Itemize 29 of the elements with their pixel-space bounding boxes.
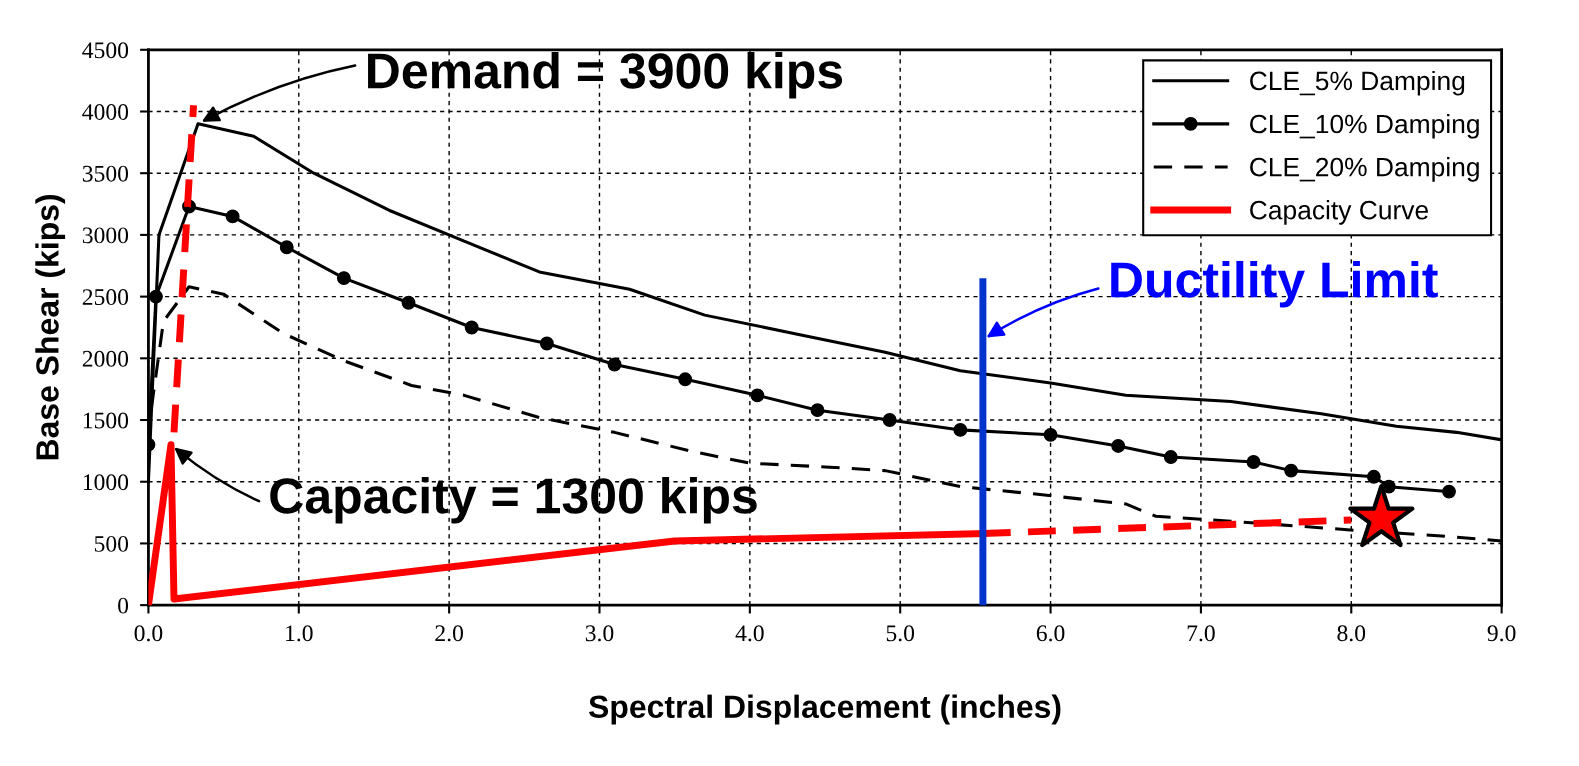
annotation: Capacity = 1300 kips: [270, 476, 757, 524]
y-tick-label: 0: [118, 597, 129, 614]
y-tick-label: 4500: [82, 42, 129, 59]
legend-label: CLE_20% Damping: [1250, 157, 1479, 182]
y-axis-title: Base Shear (kips): [35, 195, 66, 460]
y-tick-label: 3500: [82, 165, 129, 182]
x-tick-label: 8.0: [1337, 625, 1366, 642]
x-tick-label: 2.0: [435, 625, 463, 642]
legend-label: Capacity Curve: [1250, 200, 1428, 225]
annotation: Ductility Limit: [1111, 260, 1438, 308]
y-tick-label: 3000: [82, 227, 129, 244]
x-tick-label: 1.0: [286, 625, 313, 642]
y-tick-label: 2500: [82, 289, 129, 306]
legend-label: CLE_10% Damping: [1250, 113, 1479, 139]
y-tick-label: 500: [94, 535, 129, 552]
x-axis-title: Spectral Displacement (inches): [588, 694, 1061, 725]
legend-label: CLE_5% Damping: [1250, 70, 1465, 96]
x-tick-label: 9.0: [1487, 625, 1516, 642]
annotation: Demand = 3900 kips: [368, 51, 843, 99]
x-tick-label: 5.0: [886, 625, 915, 642]
x-tick-label: 3.0: [585, 625, 614, 642]
y-tick-label: 1000: [83, 474, 129, 491]
y-tick-label: 1500: [83, 412, 129, 429]
x-tick-label: 0.0: [134, 625, 163, 642]
y-tick-label: 2000: [82, 350, 129, 367]
y-tick-label: 4000: [82, 103, 129, 120]
x-tick-label: 4.0: [735, 625, 764, 642]
x-tick-label: 6.0: [1036, 625, 1065, 642]
x-tick-label: 7.0: [1187, 625, 1215, 642]
